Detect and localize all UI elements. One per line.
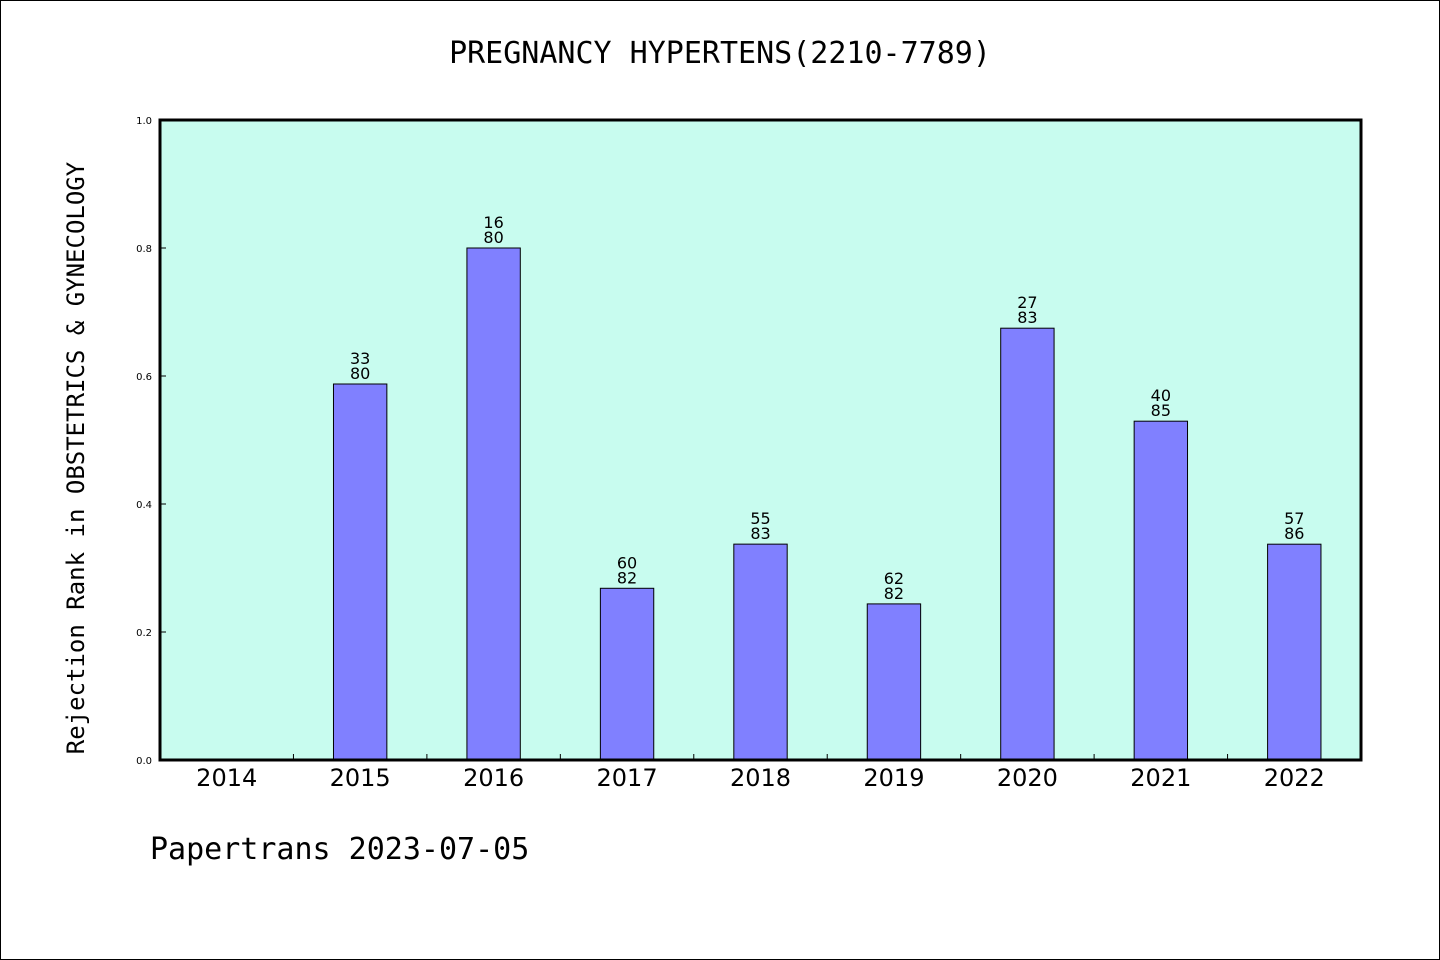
y-tick-label: 0.4 xyxy=(136,500,152,511)
bar-label-bottom: 80 xyxy=(350,364,370,383)
x-tick-label: 2021 xyxy=(1130,764,1191,792)
bar-label-bottom: 82 xyxy=(617,568,637,587)
bar-label-top: 57 xyxy=(1284,509,1304,528)
y-tick-label: 0.8 xyxy=(136,244,152,255)
y-tick-label: 0.6 xyxy=(136,372,152,383)
y-tick-label: 1.0 xyxy=(136,116,152,127)
plot-border xyxy=(158,118,1363,762)
bar-2021 xyxy=(1133,420,1189,761)
bar-label-top: 62 xyxy=(884,569,904,588)
bar-label-bottom: 80 xyxy=(483,228,503,247)
x-tick-label: 2015 xyxy=(330,764,391,792)
bar-label-bottom: 82 xyxy=(884,584,904,603)
y-tick-label: 0.2 xyxy=(136,628,152,639)
bar-label-bottom: 83 xyxy=(1017,308,1037,327)
bar-label-top: 40 xyxy=(1151,386,1171,405)
bar-label-top: 55 xyxy=(750,509,770,528)
bar-2022 xyxy=(1267,543,1322,761)
chart-title: PREGNANCY HYPERTENS(2210-7789) xyxy=(449,36,991,71)
bar-label-top: 60 xyxy=(617,553,637,572)
bar-2016 xyxy=(466,247,521,761)
bar-2017 xyxy=(599,587,655,761)
x-tick-label: 2018 xyxy=(730,764,791,792)
bar-label-bottom: 83 xyxy=(750,524,770,543)
footer-text: Papertrans 2023-07-05 xyxy=(150,832,530,867)
x-tick-label: 2016 xyxy=(463,764,524,792)
bar-label-top: 16 xyxy=(483,213,503,232)
x-tick-label: 2022 xyxy=(1264,764,1325,792)
bar-label-top: 33 xyxy=(350,349,370,368)
x-tick-label: 2017 xyxy=(597,764,658,792)
bar-2018 xyxy=(733,543,788,761)
bar-2019 xyxy=(866,603,922,761)
bar-label-bottom: 86 xyxy=(1284,524,1304,543)
bar-label-bottom: 85 xyxy=(1151,401,1171,420)
x-tick-label: 2014 xyxy=(196,764,257,792)
bar-2020 xyxy=(1000,327,1055,761)
y-tick-label: 0.0 xyxy=(136,756,152,767)
bar-2015 xyxy=(332,383,388,761)
bar-label-top: 27 xyxy=(1017,293,1037,312)
x-tick-label: 2020 xyxy=(997,764,1058,792)
x-tick-label: 2019 xyxy=(863,764,924,792)
